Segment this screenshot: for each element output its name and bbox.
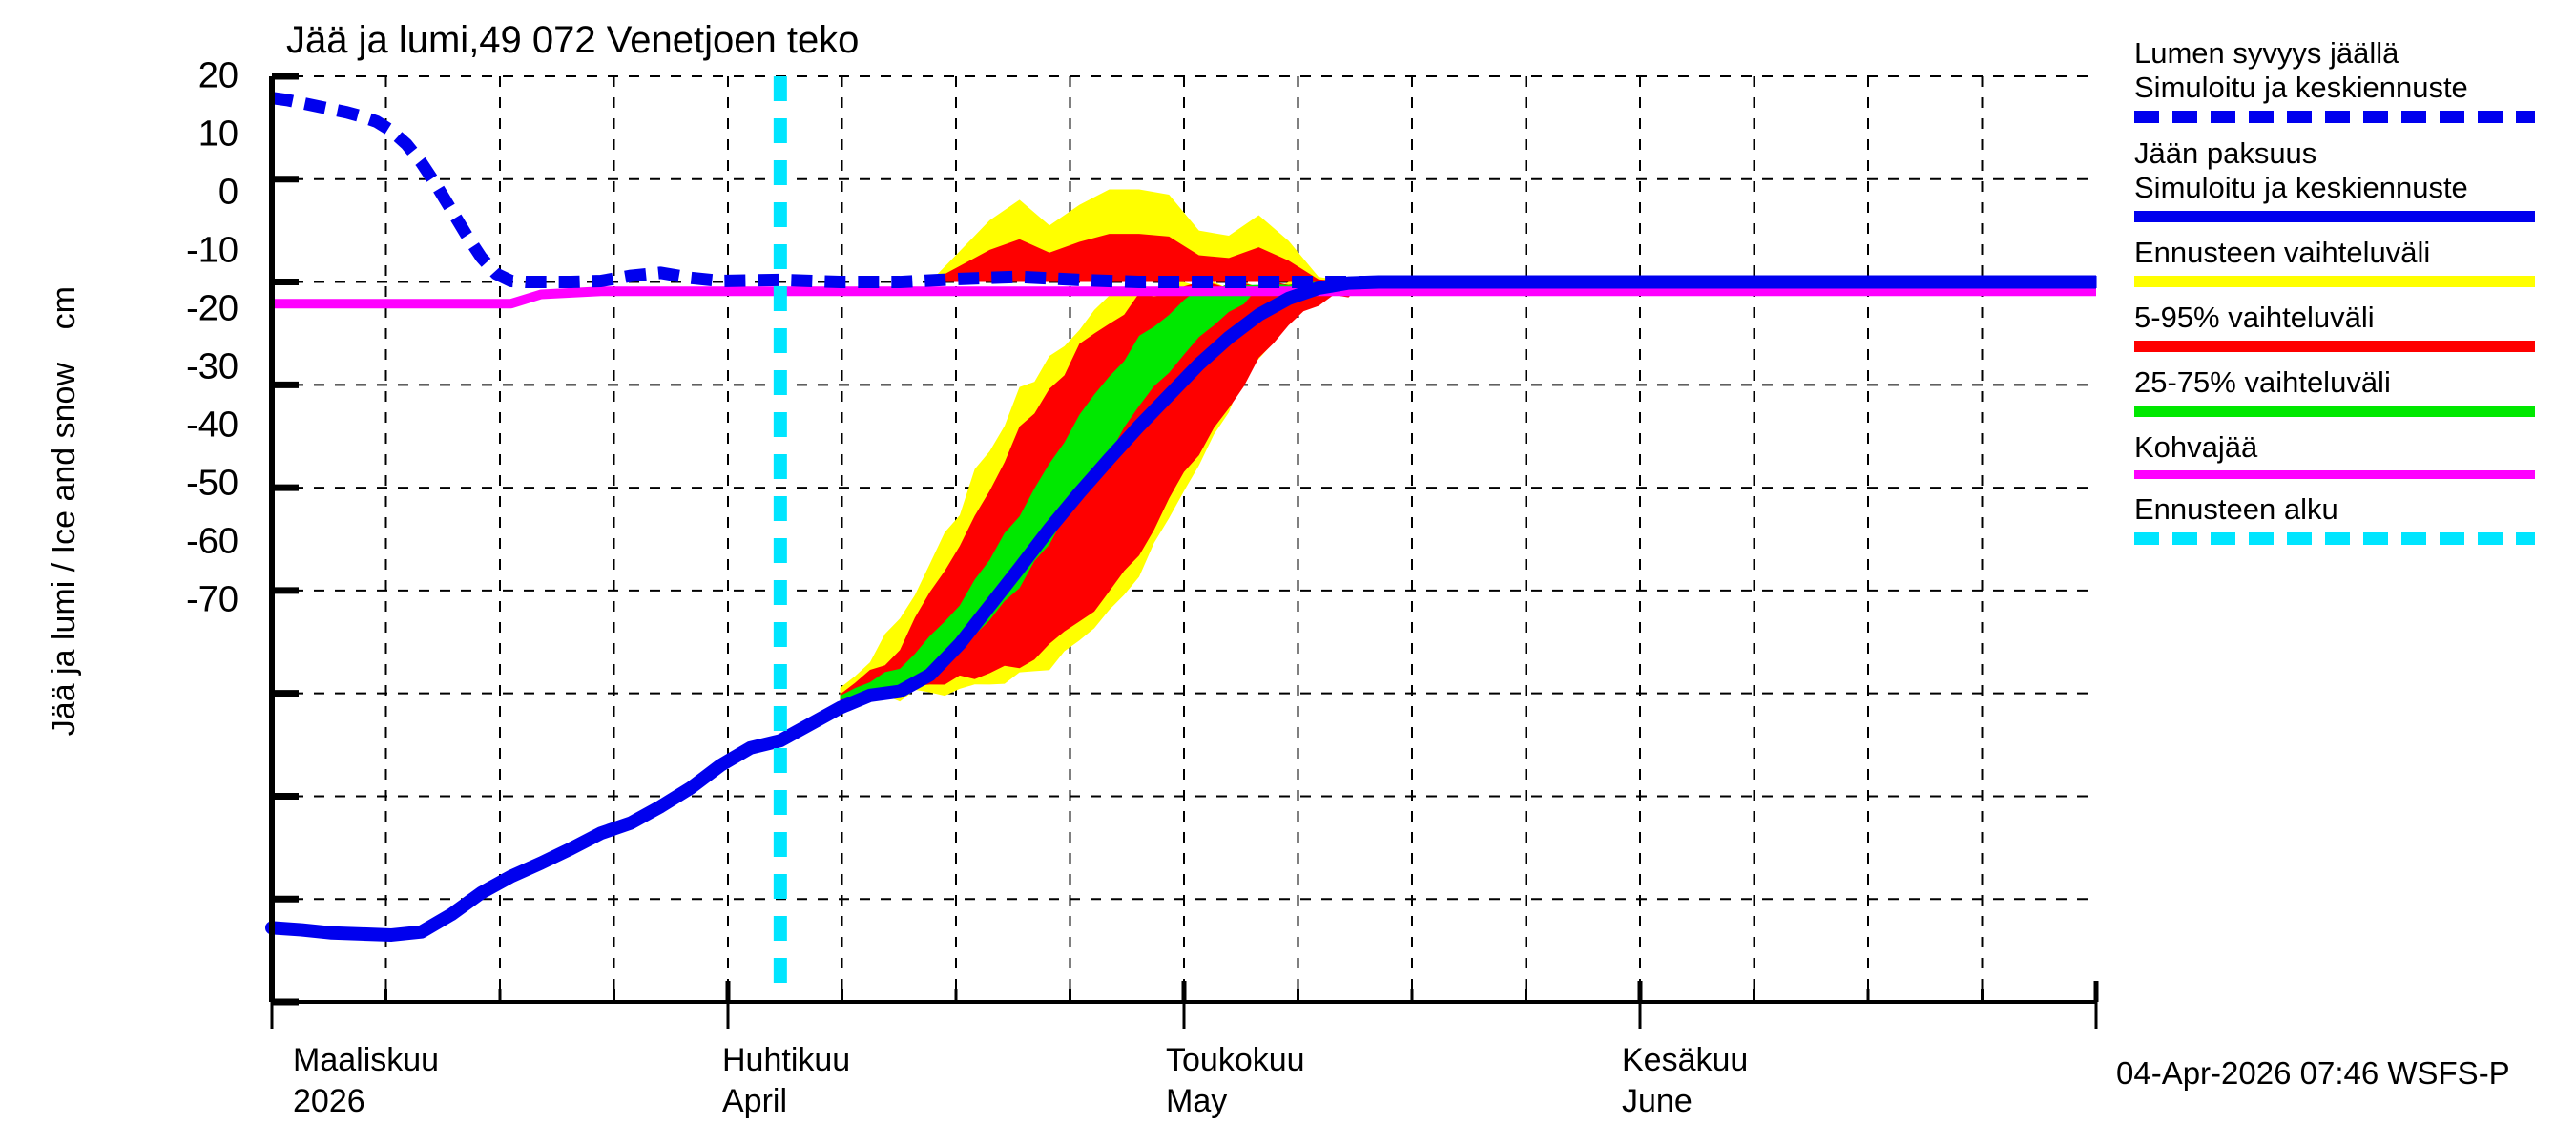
x-tick-label-june: Kesäkuu June	[1622, 1040, 1748, 1121]
y-tick-label: -60	[186, 521, 239, 562]
y-tick-label: -20	[186, 288, 239, 329]
y-tick-label: 10	[197, 114, 239, 155]
legend-item-forecast-range: Ennusteen vaihteluväli	[2134, 236, 2573, 287]
legend-item-forecast-start: Ennusteen alku	[2134, 492, 2573, 545]
legend-item-kohvajaa: Kohvajää	[2134, 430, 2573, 479]
legend-label: 5-95% vaihteluväli	[2134, 300, 2375, 334]
x-tick-label-fi: Maaliskuu	[293, 1042, 440, 1078]
legend-sublabel: Simuloitu ja keskiennuste	[2134, 70, 2468, 104]
y-tick-label: -50	[186, 463, 239, 504]
y-tick-label: -10	[186, 230, 239, 271]
page-title: Jää ja lumi,49 072 Venetjoen teko	[286, 19, 860, 61]
y-tick-label: -40	[186, 405, 239, 446]
legend-label: Jään paksuus	[2134, 135, 2317, 170]
legend-swatch-forecast-range	[2134, 275, 2535, 287]
x-tick-label-en: June	[1622, 1082, 1693, 1119]
y-tick-label: 0	[218, 172, 239, 213]
x-tick-label-fi: Toukokuu	[1166, 1042, 1305, 1078]
legend-swatch-snow-depth	[2134, 110, 2535, 123]
legend-label: Ennusteen vaihteluväli	[2134, 235, 2431, 269]
x-tick-label-en: April	[722, 1082, 788, 1119]
legend-label: Kohvajää	[2134, 429, 2258, 464]
legend-swatch-forecast-start	[2134, 531, 2535, 545]
legend-swatch-range-5-95	[2134, 340, 2535, 352]
x-tick-label-may: Toukokuu May	[1166, 1040, 1305, 1121]
legend-swatch-range-25-75	[2134, 405, 2535, 417]
y-tick-label-group: 20 10 0 -10 -20 -30 -40 -50 -60 -70	[114, 0, 239, 1145]
x-tick-label-april: Huhtikuu April	[722, 1040, 850, 1121]
legend-item-ice-thickness: Jään paksuus Simuloitu ja keskiennuste	[2134, 136, 2573, 222]
x-tick-label-fi: Kesäkuu	[1622, 1042, 1749, 1078]
y-tick-label: -30	[186, 346, 239, 387]
chart-legend: Lumen syvyys jäällä Simuloitu ja keskien…	[2134, 36, 2573, 558]
legend-swatch-ice-thickness	[2134, 210, 2535, 222]
legend-item-snow-depth: Lumen syvyys jäällä Simuloitu ja keskien…	[2134, 36, 2573, 123]
legend-item-range-5-95: 5-95% vaihteluväli	[2134, 301, 2573, 352]
legend-swatch-kohvajaa	[2134, 469, 2535, 479]
x-tick-label-en: 2026	[293, 1082, 365, 1119]
x-tick-label-en: May	[1166, 1082, 1228, 1119]
legend-label: Ennusteen alku	[2134, 491, 2338, 526]
legend-label: 25-75% vaihteluväli	[2134, 364, 2391, 399]
legend-label: Lumen syvyys jäällä	[2134, 36, 2399, 70]
y-tick-label: -70	[186, 579, 239, 620]
x-tick-label-fi: Huhtikuu	[722, 1042, 851, 1078]
timestamp-label: 04-Apr-2026 07:46 WSFS-P	[2116, 1055, 2510, 1091]
y-tick-label: 20	[197, 55, 239, 96]
x-tick-label-march: Maaliskuu 2026	[293, 1040, 439, 1121]
legend-sublabel: Simuloitu ja keskiennuste	[2134, 170, 2468, 204]
legend-item-range-25-75: 25-75% vaihteluväli	[2134, 365, 2573, 417]
